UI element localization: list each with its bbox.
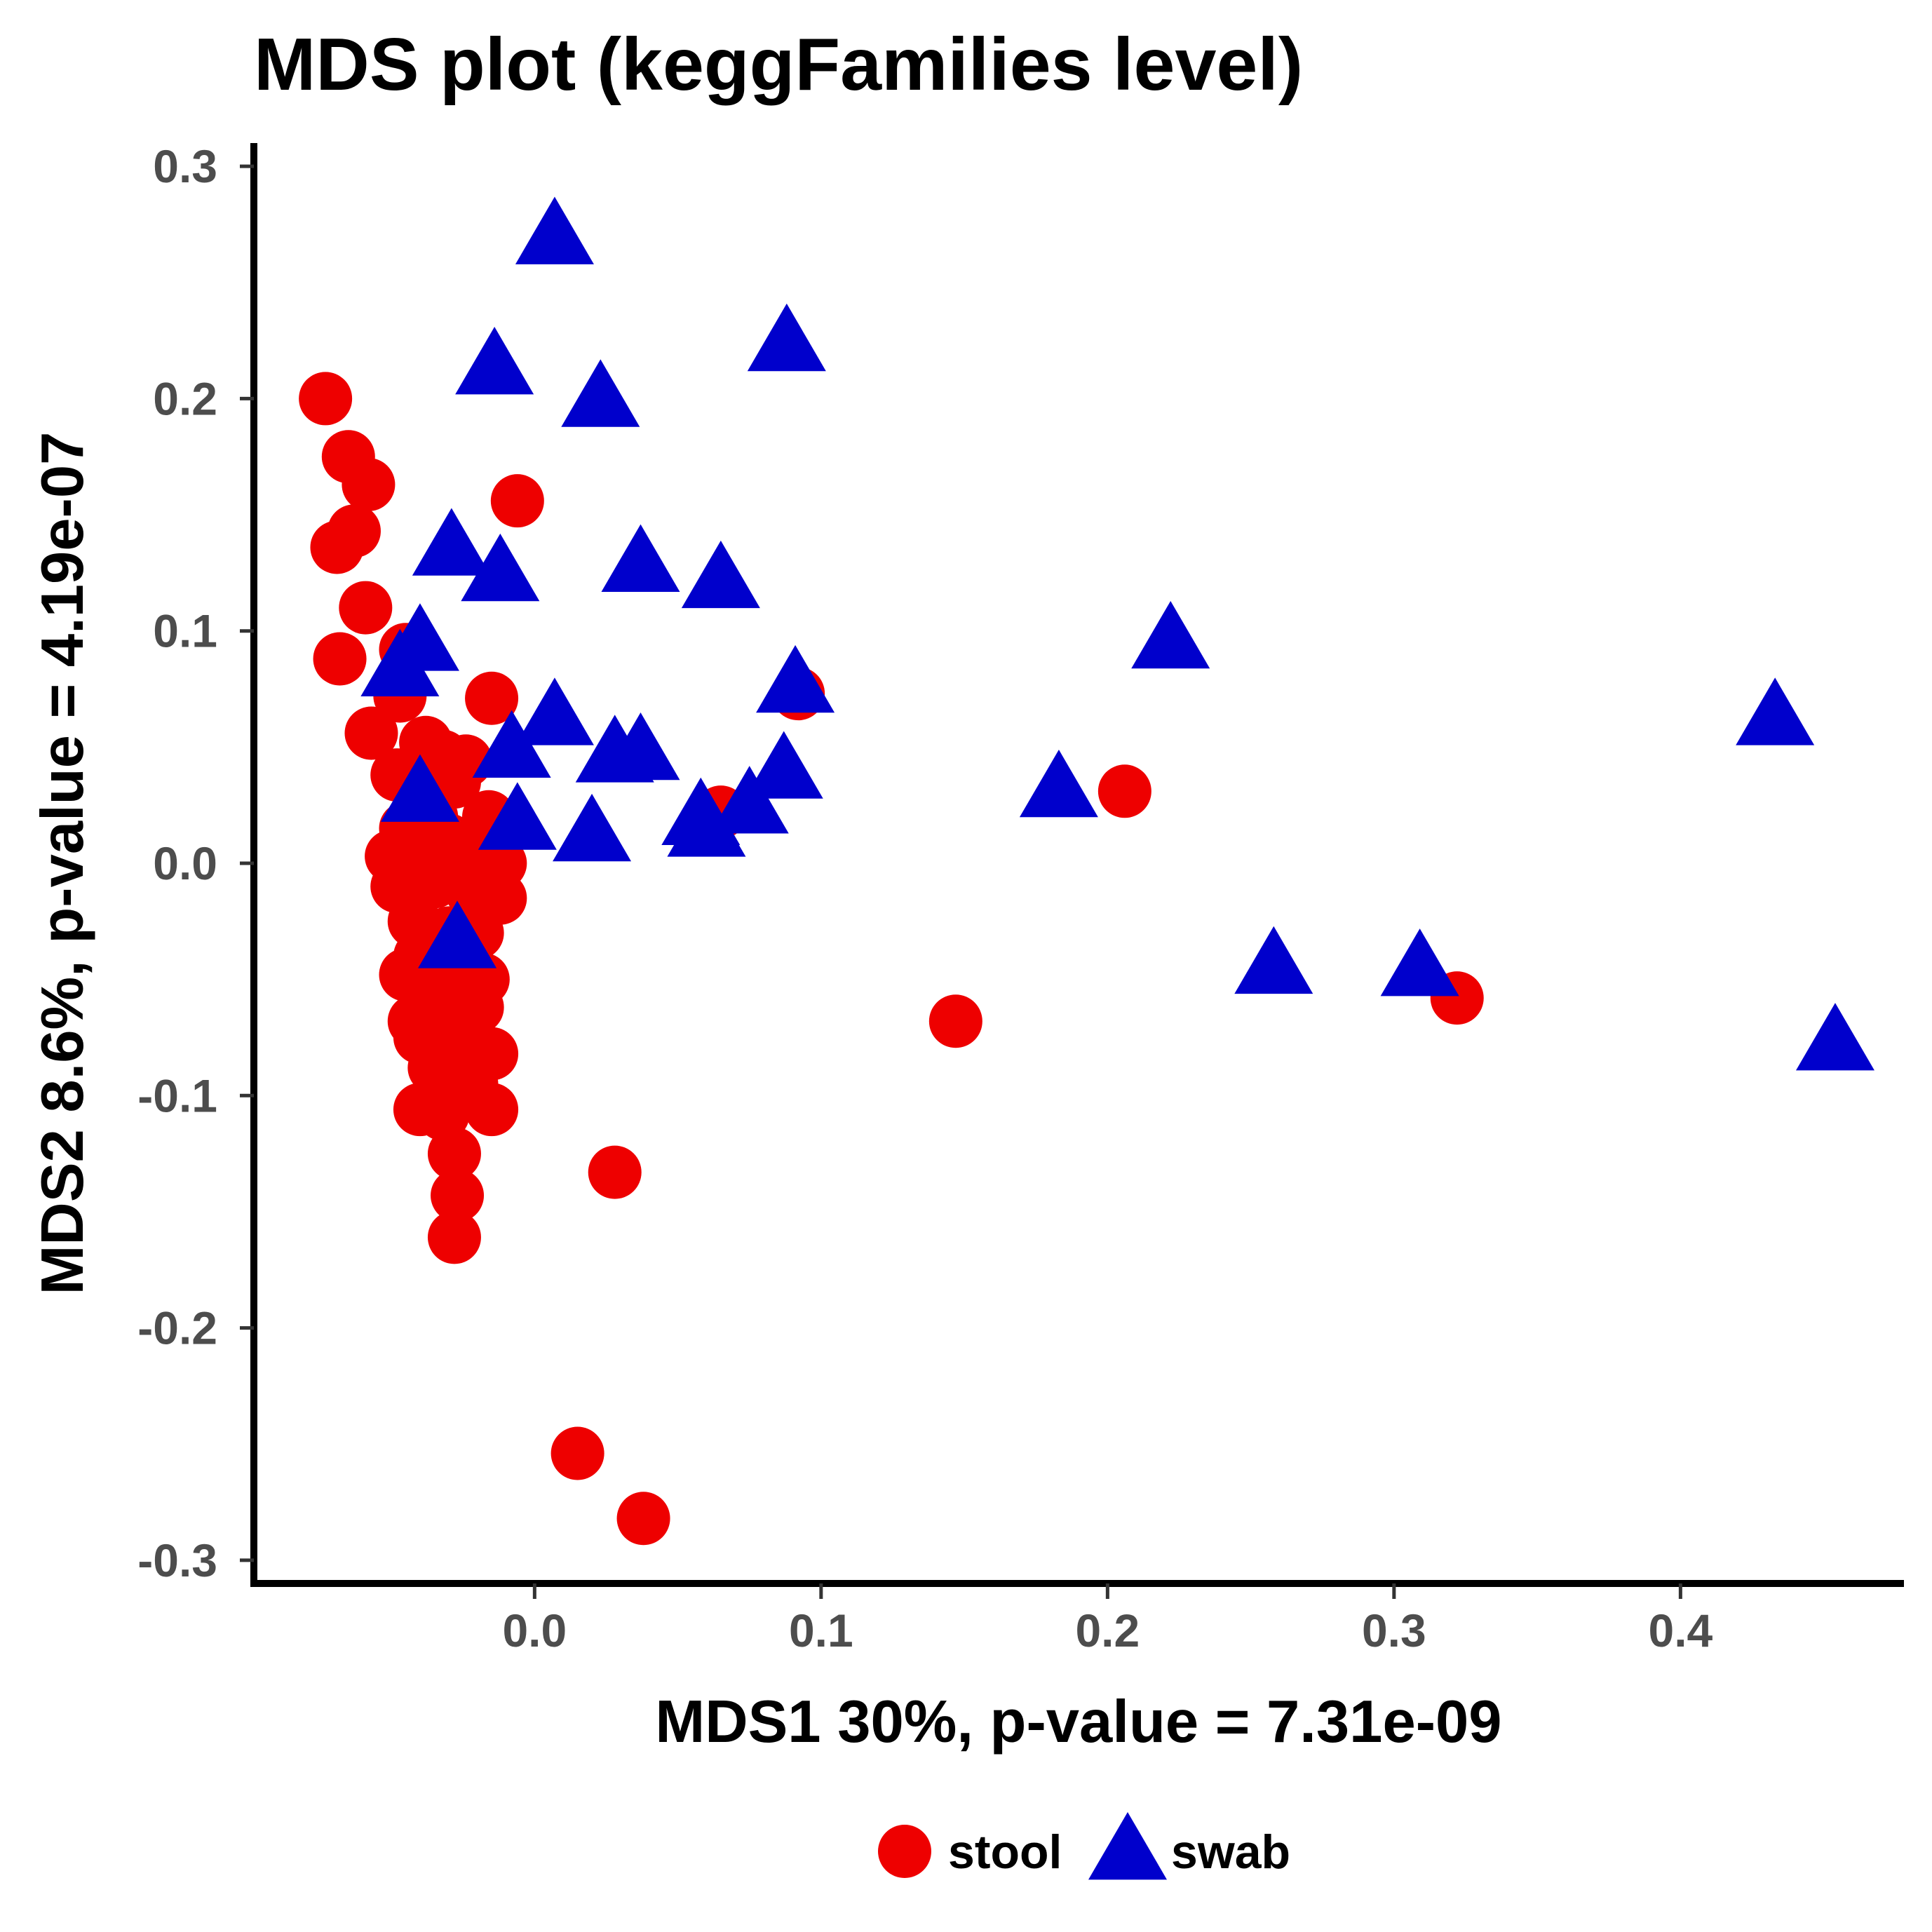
- swab-point: [461, 533, 540, 602]
- stool-point: [427, 1210, 481, 1264]
- swab-point: [1380, 928, 1459, 997]
- swab-point: [515, 677, 594, 745]
- swab-point: [455, 327, 534, 395]
- series-swab: [360, 196, 1874, 1071]
- stool-point: [299, 372, 353, 426]
- swab-point: [515, 196, 594, 264]
- x-axis-ticks: 0.0 0.1 0.2 0.3 0.4: [502, 1583, 1713, 1656]
- y-tick-label: -0.1: [137, 1069, 217, 1121]
- y-axis-title: MDS2 8.6%, p-value = 4.19e-07: [29, 432, 96, 1295]
- swab-point: [1131, 600, 1210, 669]
- x-axis-title: MDS1 30%, p-value = 7.31e-09: [655, 1689, 1501, 1755]
- legend-label-swab: swab: [1171, 1825, 1290, 1879]
- legend-key-stool: [878, 1825, 931, 1878]
- swab-point: [1795, 1003, 1874, 1071]
- swab-point: [1736, 677, 1815, 745]
- swab-point: [478, 782, 557, 850]
- stool-point: [928, 994, 982, 1048]
- swab-point: [561, 359, 640, 427]
- stool-point: [431, 1168, 485, 1222]
- swab-point: [380, 754, 459, 822]
- swab-point: [756, 644, 835, 713]
- stool-point: [588, 1145, 642, 1199]
- swab-point: [412, 508, 491, 576]
- x-tick-label: 0.4: [1648, 1605, 1713, 1656]
- swab-point: [747, 303, 826, 372]
- y-tick-label: 0.3: [153, 140, 217, 192]
- stool-point: [616, 1492, 670, 1546]
- x-tick-label: 0.1: [789, 1605, 853, 1656]
- data-points: [299, 196, 1874, 1546]
- stool-point: [344, 706, 398, 760]
- stool-point: [313, 632, 367, 686]
- swab-point: [661, 777, 741, 846]
- legend-key-swab: [1088, 1812, 1167, 1880]
- stool-point: [342, 457, 396, 511]
- x-tick-label: 0.0: [502, 1605, 567, 1656]
- stool-point: [1097, 764, 1151, 818]
- swab-point: [1019, 749, 1098, 818]
- swab-point: [710, 766, 789, 834]
- swab-point: [601, 524, 680, 592]
- legend: stool swab: [878, 1812, 1290, 1880]
- swab-point: [744, 731, 823, 799]
- swab-point: [360, 628, 440, 697]
- chart-title: MDS plot (keggFamilies level): [254, 23, 1303, 106]
- swab-point: [575, 715, 654, 783]
- stool-point: [465, 1083, 519, 1137]
- swab-point: [1234, 926, 1313, 994]
- y-tick-label: 0.0: [153, 837, 217, 889]
- swab-point: [681, 540, 760, 609]
- stool-point: [465, 671, 519, 725]
- stool-point: [427, 1127, 481, 1181]
- x-tick-label: 0.3: [1362, 1605, 1426, 1656]
- legend-label-stool: stool: [948, 1825, 1062, 1879]
- swab-point: [472, 710, 551, 778]
- swab-point: [553, 793, 632, 862]
- y-tick-label: -0.2: [137, 1302, 217, 1354]
- stool-point: [339, 581, 393, 635]
- swab-point: [418, 900, 497, 968]
- y-tick-label: -0.3: [137, 1534, 217, 1586]
- stool-point: [310, 520, 364, 574]
- y-tick-label: 0.2: [153, 372, 217, 424]
- stool-point: [550, 1426, 604, 1480]
- stool-point: [490, 474, 544, 528]
- y-tick-label: 0.1: [153, 605, 217, 657]
- y-axis-ticks: 0.3 0.2 0.1 0.0 -0.1 -0.2 -0.3: [137, 140, 254, 1586]
- x-tick-label: 0.2: [1075, 1605, 1140, 1656]
